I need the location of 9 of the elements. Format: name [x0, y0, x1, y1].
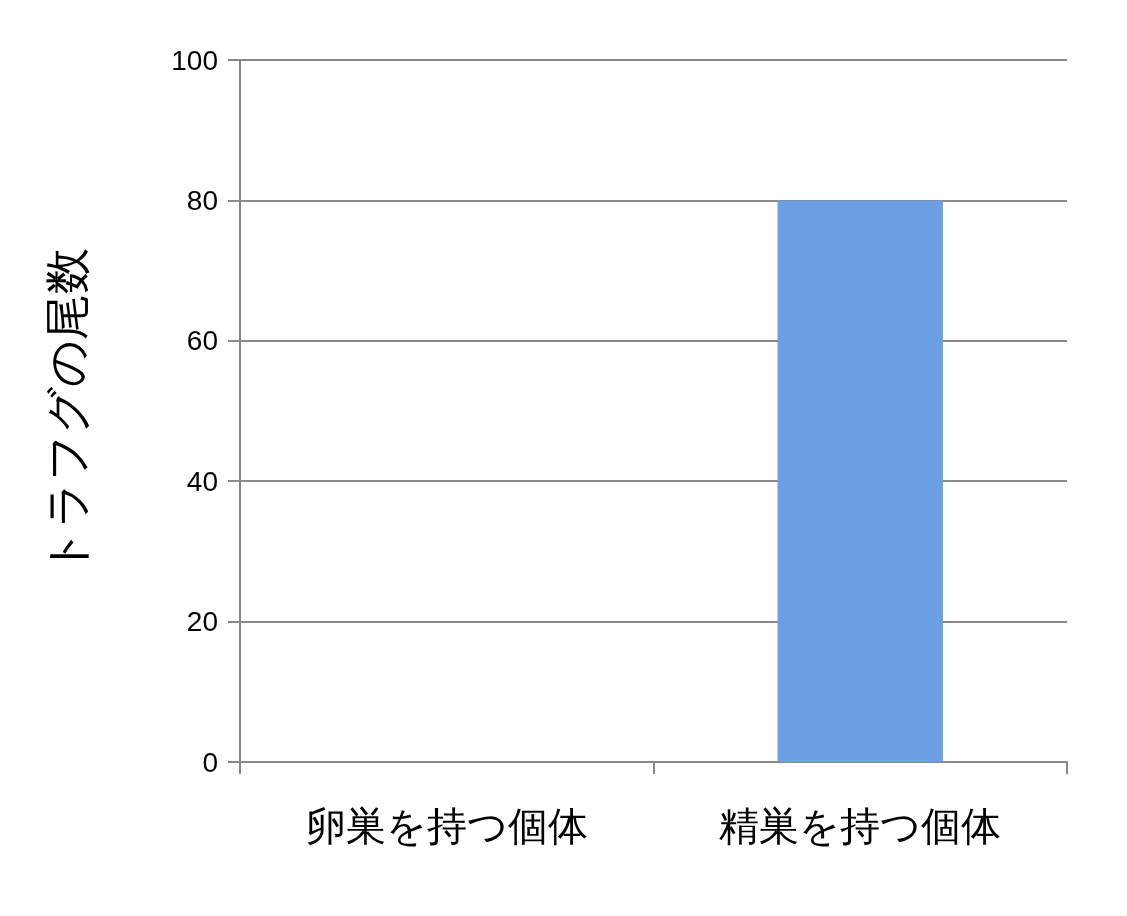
y-tick-label: 40 [186, 465, 218, 497]
y-tick-label: 20 [186, 606, 218, 638]
y-tick-label: 60 [186, 325, 218, 357]
y-tick-label: 100 [171, 44, 218, 76]
x-tick-label: 卵巣を持つ個体 [305, 804, 588, 848]
y-tick-label: 80 [186, 184, 218, 216]
y-tick-label: 0 [202, 746, 218, 778]
x-tick-label: 精巣を持つ個体 [719, 804, 1002, 848]
y-axis-title: トラフグの尾数 [41, 247, 93, 575]
